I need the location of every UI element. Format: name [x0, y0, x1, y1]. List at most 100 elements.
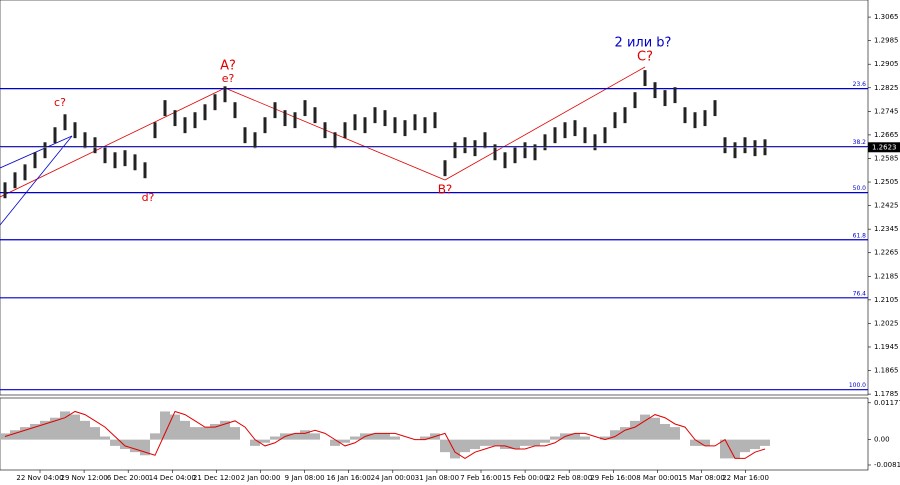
wave-line: [444, 66, 646, 181]
last-price-box: [868, 142, 900, 153]
price-bar: [423, 117, 427, 134]
price-bar: [183, 117, 187, 134]
wave-label: d?: [142, 191, 155, 204]
wave-label: 2 или b?: [615, 36, 672, 51]
price-bar: [103, 147, 107, 164]
macd-bar: [660, 423, 670, 440]
macd-bar: [530, 439, 540, 446]
price-bar: [133, 154, 137, 171]
macd-bar: [260, 439, 270, 443]
x-tick-label: 29 Feb 16:00: [590, 474, 636, 482]
macd-bar: [540, 439, 550, 443]
macd-bar: [40, 420, 50, 440]
price-bar: [553, 127, 557, 144]
price-bar: [563, 122, 567, 139]
x-tick-label: 14 Dec 04:00: [149, 474, 196, 482]
x-tick-label: 22 Nov 04:00: [16, 474, 63, 482]
price-bar: [193, 112, 197, 129]
price-bar: [93, 137, 97, 154]
macd-bar: [70, 414, 80, 440]
price-bar: [703, 110, 707, 127]
macd-bar: [450, 439, 460, 459]
y-tick-label: 1.1865: [874, 367, 899, 375]
macd-bar: [740, 439, 750, 453]
price-bar: [323, 122, 327, 139]
macd-bar: [210, 423, 220, 440]
price-bar: [433, 112, 437, 129]
price-bar: [503, 152, 507, 169]
y-tick-label: 1.2665: [874, 131, 899, 139]
macd-signal: [4, 410, 766, 460]
fib-level-label: 50.0: [853, 185, 867, 192]
macd-bar: [500, 439, 510, 450]
price-bar: [743, 137, 747, 154]
price-bar: [383, 110, 387, 127]
price-bar: [493, 144, 497, 161]
y-tick-label: 1.2905: [874, 60, 899, 68]
price-bar: [623, 107, 627, 124]
y-tick-label: 1.2825: [874, 84, 899, 92]
macd-bar: [580, 436, 590, 440]
macd-bar: [640, 414, 650, 440]
price-bar: [633, 92, 637, 109]
macd-bar: [50, 417, 60, 440]
fib-level-label: 76.4: [853, 290, 867, 297]
price-bar: [663, 90, 667, 107]
price-bar: [343, 122, 347, 139]
x-tick-label: 16 Jan 16:00: [327, 474, 371, 482]
price-bar: [573, 120, 577, 137]
price-bar: [713, 100, 717, 117]
y-tick-label: 1.2585: [874, 154, 899, 162]
price-bar: [673, 87, 677, 104]
wave-label: B?: [438, 183, 453, 197]
price-bar: [363, 117, 367, 134]
macd-bar: [80, 420, 90, 440]
x-tick-label: 21 Dec 12:00: [193, 474, 240, 482]
price-bar: [333, 132, 337, 149]
price-bar: [263, 117, 267, 134]
macd-bar: [510, 439, 520, 450]
macd-bar: [310, 433, 320, 440]
macd-bar: [760, 439, 770, 446]
macd-bar: [720, 439, 730, 459]
macd-bar: [750, 439, 760, 450]
price-bar: [593, 134, 597, 151]
macd-bar: [630, 420, 640, 440]
macd-bar: [620, 427, 630, 440]
trend-line: [0, 135, 73, 226]
macd-bar: [190, 427, 200, 440]
last-price-label: 1.2623: [872, 143, 897, 151]
x-tick-label: 15 Mar 08:00: [678, 474, 725, 482]
price-bar: [523, 142, 527, 159]
macd-bar: [290, 433, 300, 440]
price-bar: [33, 152, 37, 169]
macd-bar: [200, 427, 210, 440]
macd-bar: [140, 439, 150, 456]
macd-bar: [670, 427, 680, 440]
price-bar: [653, 82, 657, 99]
price-bar: [723, 137, 727, 154]
price-bar: [463, 137, 467, 154]
macd-bar: [30, 423, 40, 440]
price-bar: [63, 114, 67, 131]
x-tick-label: 9 Jan 08:00: [285, 474, 325, 482]
price-bar: [393, 117, 397, 134]
macd-bar: [650, 417, 660, 440]
price-bar: [213, 94, 217, 111]
price-bar: [693, 112, 697, 129]
macd-bar: [370, 433, 380, 440]
price-bar: [253, 132, 257, 149]
y-tick-label: 1.3065: [874, 13, 899, 21]
x-tick-label: 22 Mar 16:00: [722, 474, 769, 482]
y-tick-label: 1.2985: [874, 37, 899, 45]
x-tick-label: 2 Jan 00:00: [241, 474, 281, 482]
price-bar: [203, 104, 207, 121]
price-bar: [73, 122, 77, 139]
fib-level-label: 61.8: [853, 232, 867, 239]
y-tick-label: 1.2345: [874, 225, 899, 233]
y-tick-label: 1.2265: [874, 249, 899, 257]
macd-bar: [460, 439, 470, 453]
macd-bar: [180, 420, 190, 440]
macd-bar: [250, 439, 260, 446]
y-tick-label: 1.2185: [874, 272, 899, 280]
